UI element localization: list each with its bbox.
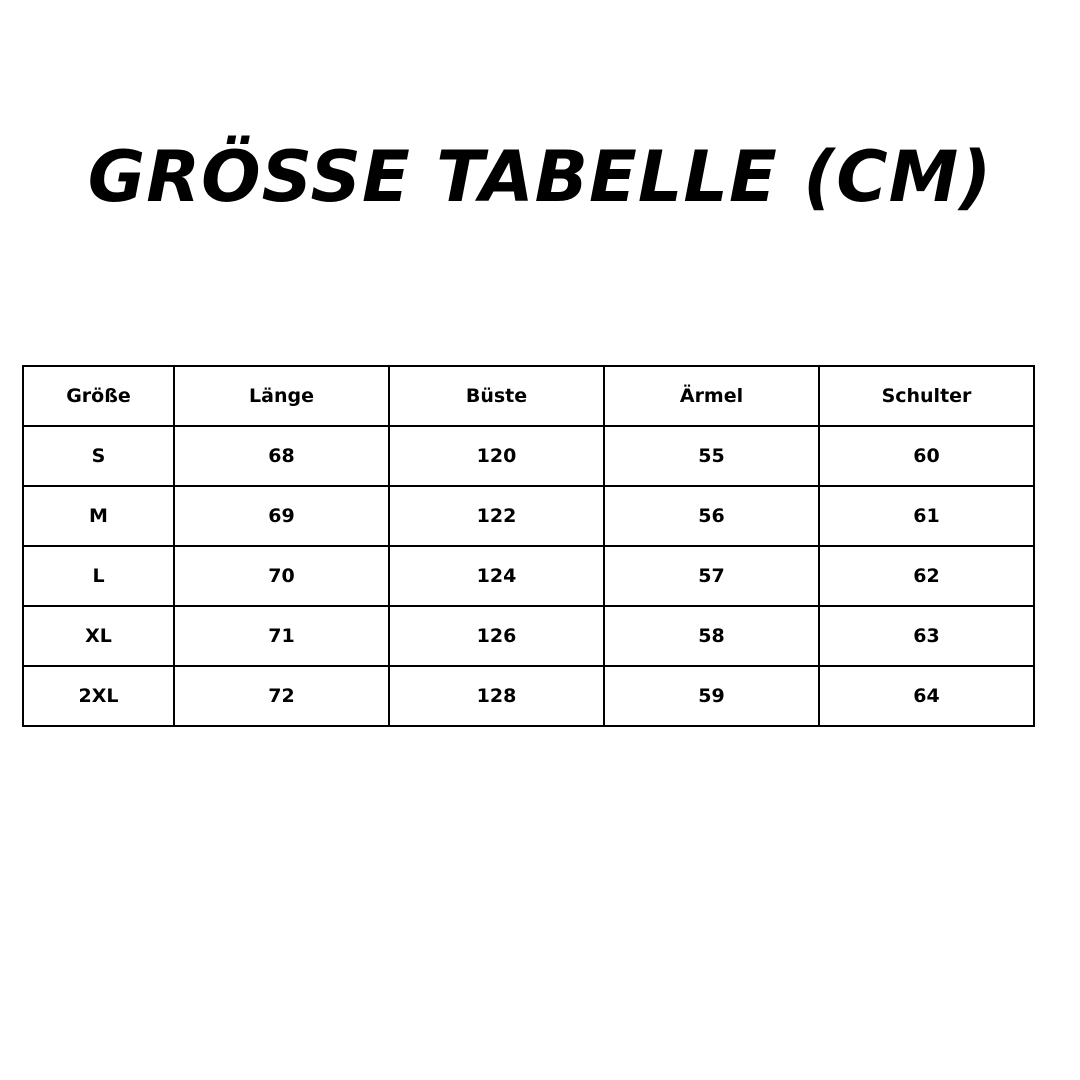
table-cell: 68 xyxy=(173,425,390,487)
header-cell: Größe xyxy=(22,365,175,427)
table-cell: 63 xyxy=(818,605,1035,667)
table-cell: 60 xyxy=(818,425,1035,487)
table-row: M 69 122 56 61 xyxy=(22,485,1035,547)
header-cell: Büste xyxy=(388,365,605,427)
table-cell: XL xyxy=(22,605,175,667)
table-cell: 69 xyxy=(173,485,390,547)
table-cell: S xyxy=(22,425,175,487)
table-row: S 68 120 55 60 xyxy=(22,425,1035,487)
table-cell: 55 xyxy=(603,425,820,487)
header-cell: Schulter xyxy=(818,365,1035,427)
table-row: XL 71 126 58 63 xyxy=(22,605,1035,667)
table-cell: 71 xyxy=(173,605,390,667)
page-title: GRÖSSE TABELLE (CM) xyxy=(87,136,993,218)
table-cell: L xyxy=(22,545,175,607)
table-header-row: Größe Länge Büste Ärmel Schulter xyxy=(22,365,1035,427)
header-cell: Länge xyxy=(173,365,390,427)
table-cell: 64 xyxy=(818,665,1035,727)
table-cell: 56 xyxy=(603,485,820,547)
size-table: Größe Länge Büste Ärmel Schulter S 68 120 5… xyxy=(22,365,1035,727)
table-cell: 59 xyxy=(603,665,820,727)
table-cell: M xyxy=(22,485,175,547)
table-cell: 57 xyxy=(603,545,820,607)
table-cell: 128 xyxy=(388,665,605,727)
table-cell: 124 xyxy=(388,545,605,607)
header-cell: Ärmel xyxy=(603,365,820,427)
table-cell: 120 xyxy=(388,425,605,487)
table-cell: 58 xyxy=(603,605,820,667)
table-cell: 70 xyxy=(173,545,390,607)
table-cell: 126 xyxy=(388,605,605,667)
table-row: L 70 124 57 62 xyxy=(22,545,1035,607)
table-cell: 61 xyxy=(818,485,1035,547)
table-cell: 62 xyxy=(818,545,1035,607)
table-cell: 122 xyxy=(388,485,605,547)
table-cell: 72 xyxy=(173,665,390,727)
table-row: 2XL 72 128 59 64 xyxy=(22,665,1035,727)
table-cell: 2XL xyxy=(22,665,175,727)
